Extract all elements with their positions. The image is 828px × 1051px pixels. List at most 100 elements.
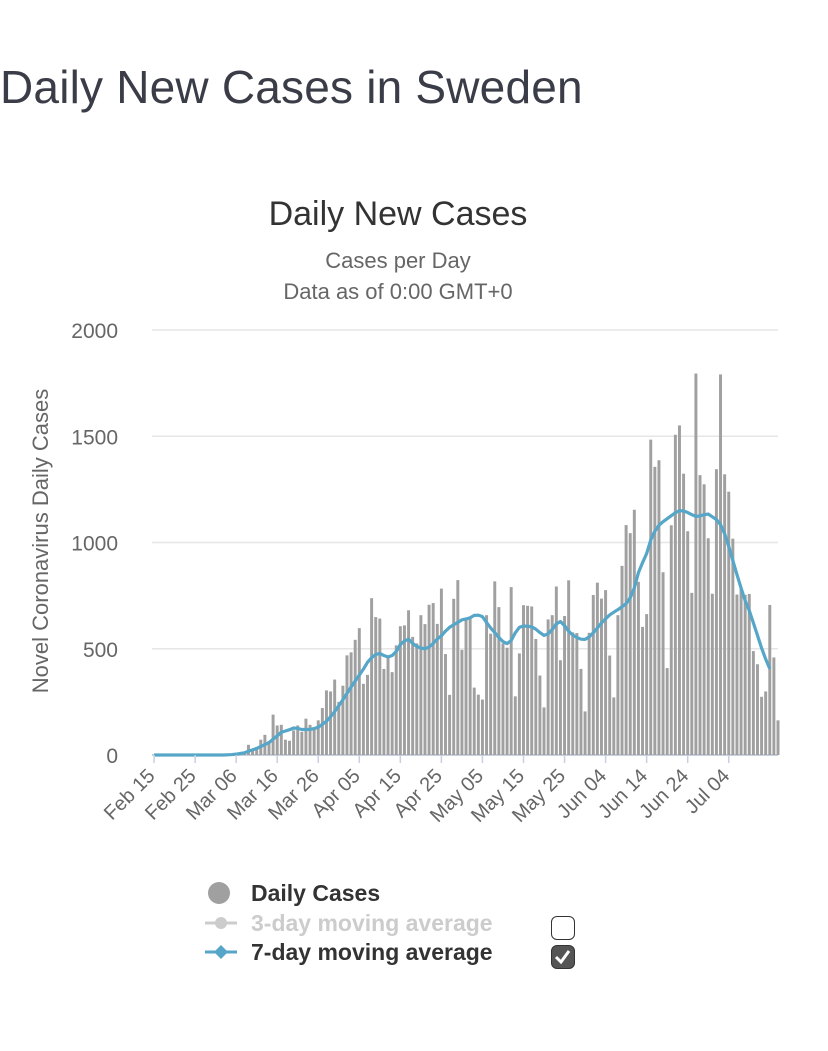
bar[interactable] [661,572,665,755]
legend-item-3-day-average[interactable]: 3-day moving average [205,910,493,936]
bar[interactable] [357,628,361,755]
bar[interactable] [509,587,513,755]
bar[interactable] [534,638,538,755]
bar[interactable] [296,725,300,755]
bar[interactable] [370,598,374,755]
bar[interactable] [694,373,698,755]
bar[interactable] [620,565,624,755]
bar[interactable] [267,740,271,755]
bar[interactable] [480,699,484,755]
bar[interactable] [493,581,497,755]
bar[interactable] [739,588,743,755]
bar[interactable] [649,439,653,755]
bar[interactable] [636,581,640,755]
bar[interactable] [366,674,369,755]
bar[interactable] [632,509,636,755]
bar[interactable] [411,636,415,755]
ma7-line[interactable] [154,509,772,757]
bar[interactable] [698,475,702,755]
bar[interactable] [526,605,530,755]
bar[interactable] [439,588,443,755]
bar[interactable] [710,593,714,755]
bar[interactable] [522,605,525,755]
bar[interactable] [460,649,464,755]
bar[interactable] [378,618,382,755]
bar[interactable] [690,592,694,755]
bar[interactable] [456,580,460,755]
bar[interactable] [382,668,386,755]
bar[interactable] [271,714,275,755]
bar[interactable] [448,694,452,755]
bar[interactable] [604,590,608,755]
bar[interactable] [776,720,780,755]
bar[interactable] [452,598,456,755]
bar[interactable] [731,538,735,755]
bar[interactable] [706,538,710,755]
bar[interactable] [772,657,776,755]
bar[interactable] [719,374,723,755]
bar[interactable] [386,656,390,755]
bar[interactable] [444,654,447,755]
bar[interactable] [567,580,571,755]
bar[interactable] [600,598,603,755]
bar[interactable] [407,610,411,755]
bar[interactable] [624,525,628,755]
checkbox-7-day-average[interactable] [551,945,575,969]
bar[interactable] [402,625,406,755]
bar[interactable] [558,660,562,755]
bar[interactable] [546,619,550,755]
bar[interactable] [673,434,677,755]
checkbox-3-day-average[interactable] [551,916,575,940]
bar[interactable] [423,624,427,755]
bar[interactable] [645,614,649,755]
bar[interactable] [517,653,521,755]
bar[interactable] [427,604,431,755]
bar[interactable] [702,484,706,755]
bar[interactable] [275,725,279,755]
bar[interactable] [337,701,341,755]
bar[interactable] [341,685,345,755]
bar[interactable] [591,594,595,755]
bar[interactable] [608,655,612,755]
bar[interactable] [312,727,316,755]
bar[interactable] [419,615,423,755]
bar[interactable] [743,594,747,755]
bar[interactable] [542,707,546,755]
bar[interactable] [283,739,287,755]
bar[interactable] [571,632,575,755]
bar[interactable] [628,533,632,755]
bar[interactable] [349,652,353,755]
bar[interactable] [501,643,505,755]
bar[interactable] [394,645,398,755]
bar[interactable] [304,718,308,755]
bar[interactable] [333,679,337,755]
bar[interactable] [308,724,312,755]
bar[interactable] [760,696,764,755]
bar[interactable] [714,469,718,755]
bar[interactable] [300,731,304,755]
bar[interactable] [316,720,320,755]
bar[interactable] [472,687,476,755]
bar[interactable] [583,711,587,755]
bar[interactable] [353,639,357,755]
bar[interactable] [468,617,472,755]
bar[interactable] [251,748,255,755]
bar[interactable] [431,603,435,755]
bar[interactable] [587,632,591,755]
bar[interactable] [641,626,645,755]
bar[interactable] [768,604,772,755]
bar[interactable] [292,730,296,755]
bar[interactable] [530,606,534,755]
bar[interactable] [735,594,739,755]
bar[interactable] [513,696,517,755]
bar[interactable] [595,582,599,755]
bar[interactable] [320,708,324,755]
bar[interactable] [612,697,616,755]
bar[interactable] [751,651,755,755]
bar[interactable] [550,615,554,755]
bar[interactable] [723,474,727,755]
bar[interactable] [764,691,768,755]
bar[interactable] [563,616,567,755]
bar[interactable] [464,618,468,755]
legend-item-7-day-average[interactable]: 7-day moving average [205,939,493,965]
